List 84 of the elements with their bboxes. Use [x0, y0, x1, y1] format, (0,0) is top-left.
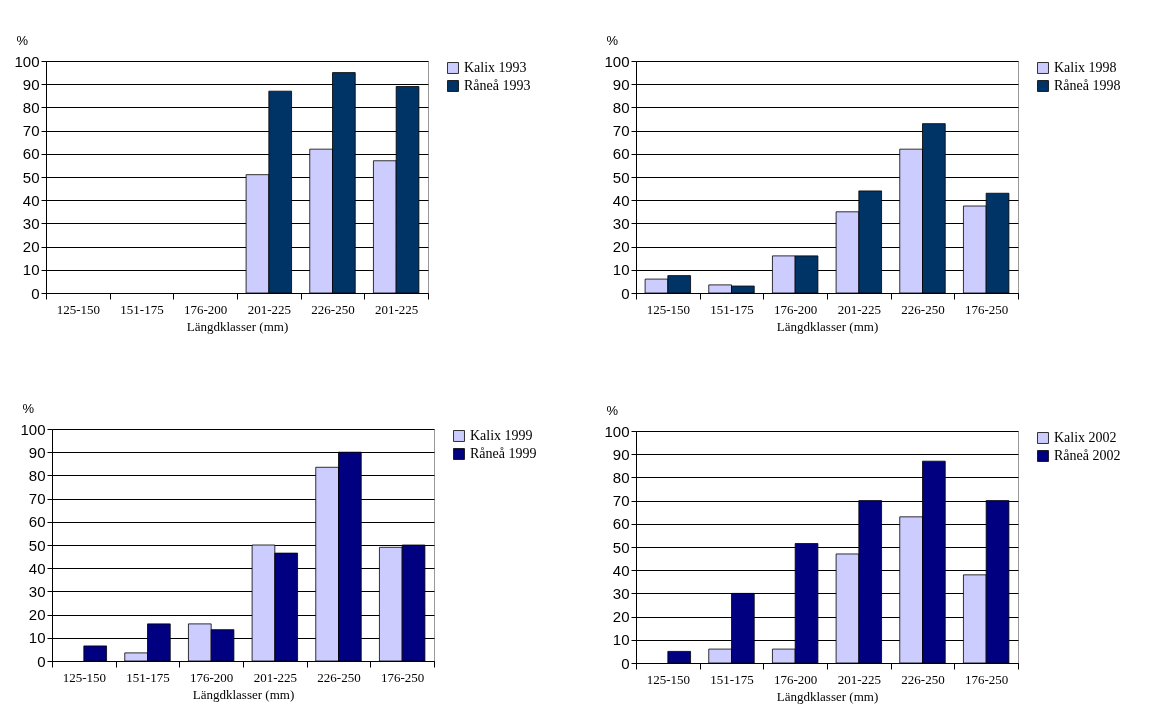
y-tick-label: 20	[612, 238, 630, 256]
y-tick-label: 40	[612, 561, 630, 579]
y-tick-label: 80	[612, 468, 630, 486]
y-tick-label: 40	[612, 191, 630, 209]
legend-label: Råneå 1998	[1054, 78, 1121, 93]
y-tick-label: 30	[22, 214, 40, 232]
y-axis-title: %	[606, 402, 619, 418]
y-tick-label: 70	[22, 122, 40, 140]
y-tick-label: 10	[612, 261, 630, 279]
legend-label: Råneå 1999	[470, 446, 537, 461]
y-axis-title: %	[606, 32, 619, 48]
y-tick-label: 60	[612, 145, 630, 163]
y-tick-label: 40	[22, 191, 40, 209]
y-tick-label: 80	[28, 466, 46, 484]
y-tick-label: 90	[28, 443, 46, 461]
x-tick-label: 176-200	[773, 301, 818, 317]
y-tick-label: 50	[22, 168, 40, 186]
legend-label: Kalix 2002	[1054, 430, 1117, 445]
y-tick-label: 60	[22, 145, 40, 163]
x-tick-label: 176-250	[380, 669, 425, 685]
y-tick-label: 80	[612, 98, 630, 116]
x-tick-label: 176-200	[773, 671, 818, 687]
x-tick-label: 125-150	[56, 301, 101, 317]
y-axis-title: %	[16, 32, 29, 48]
y-tick-label: 100	[604, 422, 630, 440]
y-tick-label: 90	[22, 75, 40, 93]
x-tick-label: 125-150	[62, 669, 107, 685]
x-tick-label: 201-225	[374, 301, 419, 317]
y-tick-label: 50	[28, 536, 46, 554]
x-axis-title: Längdklasser (mm)	[776, 318, 879, 334]
y-tick-label: 40	[28, 559, 46, 577]
x-tick-label: 176-250	[964, 301, 1009, 317]
legend-label: Kalix 1998	[1054, 60, 1117, 75]
legend-label: Kalix 1993	[464, 60, 527, 75]
y-tick-label: 80	[22, 98, 40, 116]
x-tick-label: 201-225	[837, 671, 882, 687]
y-tick-label: 30	[28, 582, 46, 600]
y-tick-label: 20	[612, 608, 630, 626]
y-axis-title: %	[22, 400, 35, 416]
y-tick-label: 100	[14, 52, 40, 70]
y-tick-label: 30	[612, 584, 630, 602]
y-tick-label: 10	[612, 631, 630, 649]
x-tick-label: 176-200	[189, 669, 234, 685]
y-tick-label: 100	[20, 420, 46, 438]
y-tick-label: 90	[612, 445, 630, 463]
x-axis-title: Längdklasser (mm)	[186, 318, 289, 334]
y-tick-label: 50	[612, 538, 630, 556]
x-tick-label: 176-250	[964, 671, 1009, 687]
x-axis-title: Längdklasser (mm)	[776, 688, 879, 704]
x-axis-title: Längdklasser (mm)	[192, 686, 295, 702]
x-tick-label: 125-150	[646, 301, 691, 317]
x-tick-label: 226-250	[317, 669, 361, 685]
y-tick-label: 10	[22, 261, 40, 279]
x-tick-label: 201-225	[253, 669, 298, 685]
y-tick-label: 0	[621, 654, 630, 672]
y-tick-label: 30	[612, 214, 630, 232]
legend-label: Råneå 1993	[464, 78, 531, 93]
x-tick-label: 151-175	[120, 301, 164, 317]
y-tick-label: 50	[612, 168, 630, 186]
y-tick-label: 60	[28, 513, 46, 531]
x-tick-label: 226-250	[311, 301, 355, 317]
y-tick-label: 70	[28, 490, 46, 508]
y-tick-label: 100	[604, 52, 630, 70]
y-tick-label: 0	[621, 284, 630, 302]
x-tick-label: 176-200	[183, 301, 228, 317]
x-tick-label: 151-175	[126, 669, 170, 685]
y-tick-label: 10	[28, 629, 46, 647]
y-tick-label: 20	[22, 238, 40, 256]
x-tick-label: 201-225	[247, 301, 292, 317]
x-tick-label: 201-225	[837, 301, 882, 317]
x-tick-label: 151-175	[710, 671, 754, 687]
y-tick-label: 70	[612, 122, 630, 140]
x-tick-label: 226-250	[901, 301, 945, 317]
y-tick-label: 0	[31, 284, 40, 302]
x-tick-label: 226-250	[901, 671, 945, 687]
y-tick-label: 60	[612, 515, 630, 533]
y-tick-label: 0	[37, 652, 46, 670]
y-tick-label: 20	[28, 606, 46, 624]
x-tick-label: 151-175	[710, 301, 754, 317]
y-tick-label: 70	[612, 492, 630, 510]
legend-label: Kalix 1999	[470, 428, 533, 443]
legend-label: Råneå 2002	[1054, 448, 1121, 463]
y-tick-label: 90	[612, 75, 630, 93]
x-tick-label: 125-150	[646, 671, 691, 687]
